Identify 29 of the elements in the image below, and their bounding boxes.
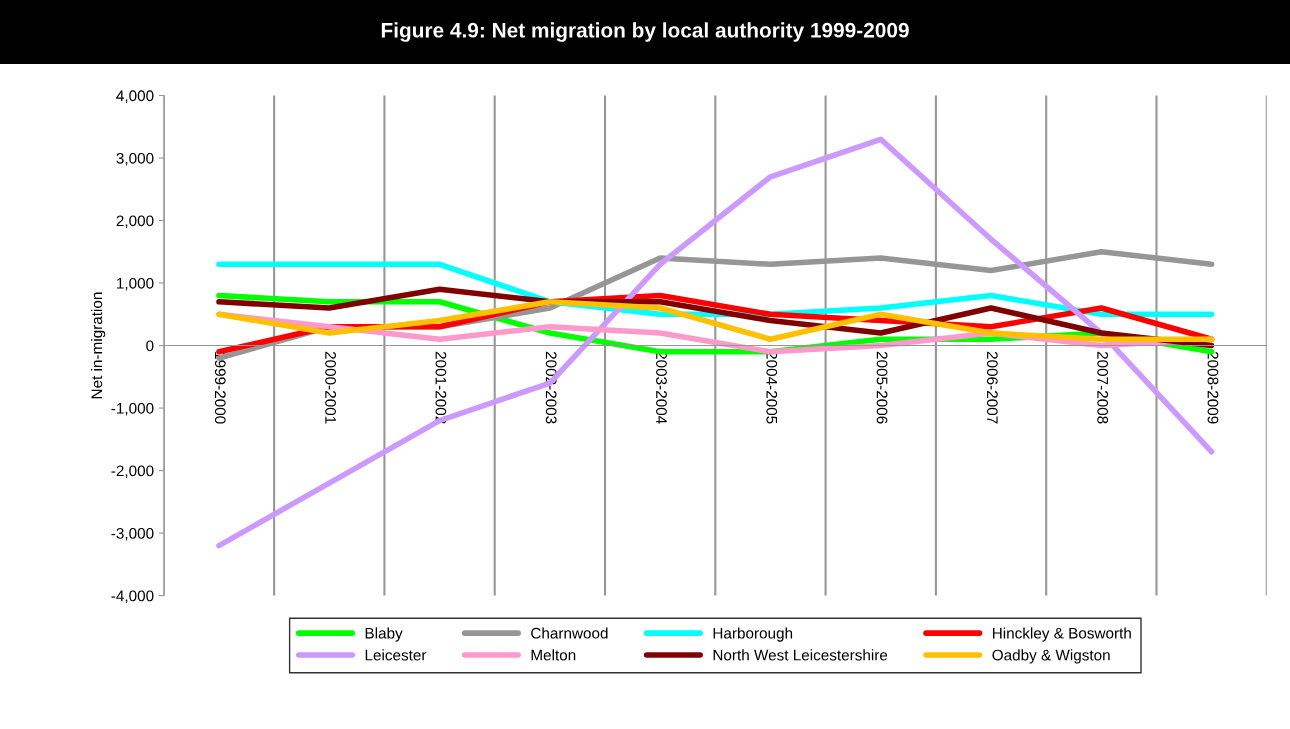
x-tick-label: 2002-2003 [545,351,557,424]
y-tick-label: -2,000 [111,465,154,479]
y-tick-label: 3,000 [116,152,154,166]
legend-label: Melton [531,649,576,661]
x-tick-label: 2008-2009 [1207,351,1219,424]
x-tick-label: 2001-2002 [435,351,447,424]
legend-label: Leicester [365,649,427,661]
x-tick-label: 1999-2000 [214,352,226,424]
y-tick-label: 4,000 [116,90,154,103]
legend-label: North West Leicestershire [713,649,888,661]
x-tick-label: 2004-2005 [766,351,778,424]
legend-label: Charnwood [531,627,608,639]
y-tick-label: -1,000 [111,402,154,416]
legend-label: Hinckley & Bosworth [992,627,1131,642]
y-tick-label: 2,000 [116,215,154,229]
y-axis-title: Net in-migration [91,292,106,399]
y-tick-label: 1,000 [117,277,154,291]
x-tick-label: 2003-2004 [656,351,667,424]
legend-label: Blaby [365,627,403,642]
legend-label: Harborough [713,627,793,642]
y-tick-label: 0 [146,340,154,352]
x-tick-label: 2000-2001 [325,351,336,424]
x-tick-label: 2007-2008 [1097,351,1109,424]
x-tick-label: 2006-2007 [986,351,998,424]
legend-label: Oadby & Wigston [992,649,1110,664]
y-tick-label: -4,000 [111,590,154,604]
x-tick-label: 2005-2006 [876,351,888,424]
chart-title: Figure 4.9: Net migration by local authority 1999-2009 [381,22,909,42]
y-tick-label: -3,000 [111,527,154,541]
